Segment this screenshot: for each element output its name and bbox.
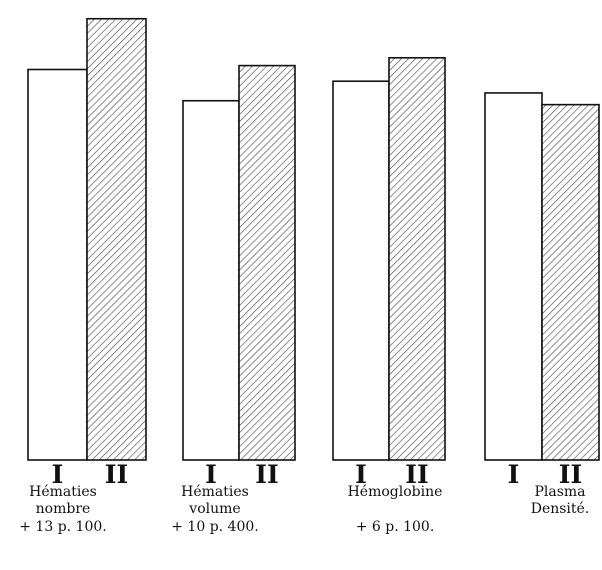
- caption-3-line-3: + 6 p. 100.: [356, 519, 435, 535]
- bar-4-ii: [542, 105, 599, 460]
- caption-3-line-1: Hémoglobine: [348, 484, 443, 500]
- caption-2-line-2: volume: [188, 501, 240, 517]
- caption-1-line-2: nombre: [36, 501, 91, 517]
- bar-1-i: [28, 70, 87, 461]
- caption-4-line-2: Densité.: [531, 501, 590, 517]
- caption-2-line-1: Hématies: [181, 484, 249, 500]
- bar-2-ii: [239, 66, 295, 460]
- bar-label-2-ii: II: [255, 460, 278, 489]
- bar-4-i: [485, 93, 542, 460]
- caption-1-line-1: Hématies: [29, 484, 97, 500]
- caption-2-line-3: + 10 p. 400.: [171, 519, 258, 535]
- bar-label-1-ii: II: [105, 460, 128, 489]
- bar-1-ii: [87, 19, 146, 460]
- caption-1-line-3: + 13 p. 100.: [19, 519, 106, 535]
- bar-3-i: [333, 81, 389, 460]
- bar-3-ii: [389, 58, 445, 460]
- caption-4-line-1: Plasma: [534, 484, 585, 500]
- bar-label-4-i: I: [508, 460, 520, 489]
- bar-2-i: [183, 101, 239, 460]
- bars-layer: [28, 19, 599, 460]
